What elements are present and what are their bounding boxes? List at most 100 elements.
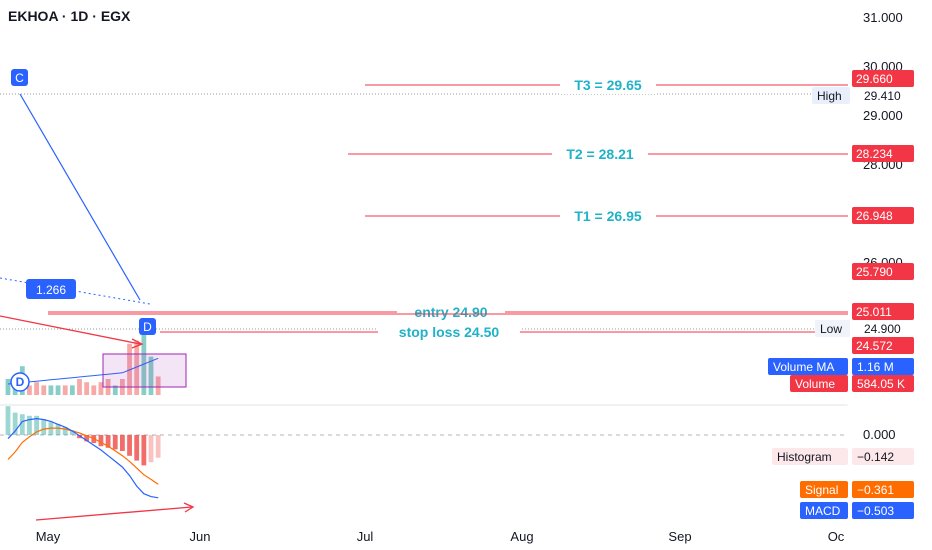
ratio-label-bg	[26, 279, 76, 299]
volume-highlight-box	[102, 353, 187, 388]
histogram-label-bg	[772, 448, 848, 465]
y-tick-label: 31.000	[863, 10, 903, 25]
signal-label: Signal	[805, 483, 838, 497]
price-tag-last-bg	[852, 263, 914, 280]
level-label-t3: T3 = 29.65	[574, 77, 642, 93]
volume-ma-label: Volume MA	[773, 360, 834, 374]
price-tag-stop: 24.572	[856, 339, 893, 353]
chart-title: EKHOA · 1D · EGX	[8, 8, 131, 24]
x-tick-label: Jul	[357, 529, 374, 544]
macd-histogram-bar	[141, 435, 147, 466]
x-tick-label: Aug	[510, 529, 533, 544]
high-label: High	[817, 89, 842, 103]
volume-bar	[91, 385, 97, 395]
point-c-marker: C	[15, 71, 24, 85]
volume-bar	[48, 385, 54, 395]
point-c-marker-bg	[11, 69, 28, 86]
volume-bar	[77, 379, 82, 395]
macd-histogram-bar	[34, 415, 39, 435]
volume-bar	[134, 340, 140, 395]
price-tag-high-bg	[860, 87, 916, 104]
volume-ma-line	[7, 357, 159, 385]
macd-histogram-bar	[12, 412, 18, 435]
volume-bar	[112, 385, 118, 395]
macd-histogram-bar	[62, 427, 68, 435]
x-tick-label: Jun	[190, 529, 211, 544]
macd-histogram-bar	[19, 414, 25, 435]
volume-bar	[27, 385, 32, 395]
divergence-arrow-price	[131, 338, 144, 349]
volume-bar	[62, 385, 68, 395]
volume-label: Volume	[795, 377, 835, 391]
macd-line	[7, 417, 159, 499]
price-tag-t1: 26.948	[856, 209, 893, 223]
point-d2-marker: D	[16, 375, 25, 389]
macd-histogram-bar	[5, 406, 11, 435]
price-tag-last: 25.790	[856, 265, 893, 279]
macd-histogram-bar	[127, 435, 132, 456]
macd-histogram-bar	[84, 435, 90, 442]
point-d-marker: D	[143, 320, 152, 334]
divergence-line-macd	[35, 506, 193, 521]
macd-histogram-bar	[69, 430, 75, 435]
volume-ma-value-bg	[852, 358, 914, 375]
volume-bar	[98, 382, 104, 395]
high-label-bg	[812, 87, 850, 104]
signal-value-bg	[852, 481, 914, 498]
histogram-value: −0.142	[857, 450, 894, 464]
volume-bar	[148, 356, 154, 395]
macd-zero-tick: 0.000	[863, 427, 896, 442]
point-d2-marker-ring	[10, 372, 30, 392]
ratio-label: 1.266	[36, 283, 66, 297]
volume-bar	[69, 385, 75, 395]
level-label-stop: stop loss 24.50	[399, 324, 500, 340]
macd-histogram-bar	[27, 415, 32, 435]
price-tag-t2-bg	[852, 145, 914, 162]
volume-bar	[84, 382, 90, 395]
volume-bar	[155, 376, 161, 395]
price-tag-low-bg	[860, 320, 916, 337]
volume-bar	[41, 385, 47, 395]
macd-histogram-bar	[98, 435, 104, 447]
signal-value: −0.361	[857, 483, 894, 497]
level-label-bg	[560, 76, 656, 94]
x-tick-label: Oc	[828, 529, 845, 544]
pattern-line-cd	[19, 93, 141, 301]
point-d-marker-bg	[139, 318, 156, 335]
level-label-t1: T1 = 26.95	[574, 208, 642, 224]
histogram-value-bg	[852, 448, 914, 465]
level-label-bg	[397, 303, 505, 321]
level-label-entry: entry 24.90	[414, 304, 487, 320]
volume-ma-value: 1.16 M	[857, 360, 894, 374]
price-tag-entry: 25.011	[856, 305, 892, 319]
macd-label-bg	[800, 502, 848, 519]
low-label: Low	[820, 322, 842, 336]
y-tick-label: 29.000	[863, 108, 903, 123]
macd-histogram-bar	[41, 419, 47, 435]
price-tag-entry-bg	[852, 303, 914, 320]
macd-value-bg	[852, 502, 914, 519]
low-label-bg	[815, 320, 850, 337]
price-tag-t3: 29.660	[856, 72, 893, 86]
volume-value-bg	[852, 375, 914, 392]
price-tag-t1-bg	[852, 207, 914, 224]
x-tick-label: May	[36, 529, 61, 544]
level-label-bg	[560, 207, 656, 225]
volume-label-bg	[790, 375, 848, 392]
histogram-label: Histogram	[777, 450, 832, 464]
price-tag-low: 24.900	[864, 322, 901, 336]
level-label-bg	[378, 323, 520, 341]
signal-label-bg	[800, 481, 848, 498]
macd-label: MACD	[805, 504, 841, 518]
macd-signal-line	[7, 427, 159, 485]
level-label-bg	[552, 145, 648, 163]
macd-value: −0.503	[857, 504, 894, 518]
price-tag-stop-bg	[852, 337, 914, 354]
volume-value: 584.05 K	[857, 377, 905, 391]
macd-histogram-bar	[112, 435, 118, 450]
x-tick-label: Sep	[668, 529, 691, 544]
price-tag-t2: 28.234	[856, 147, 893, 161]
volume-bar	[34, 382, 39, 395]
price-tag-high: 29.410	[864, 89, 901, 103]
